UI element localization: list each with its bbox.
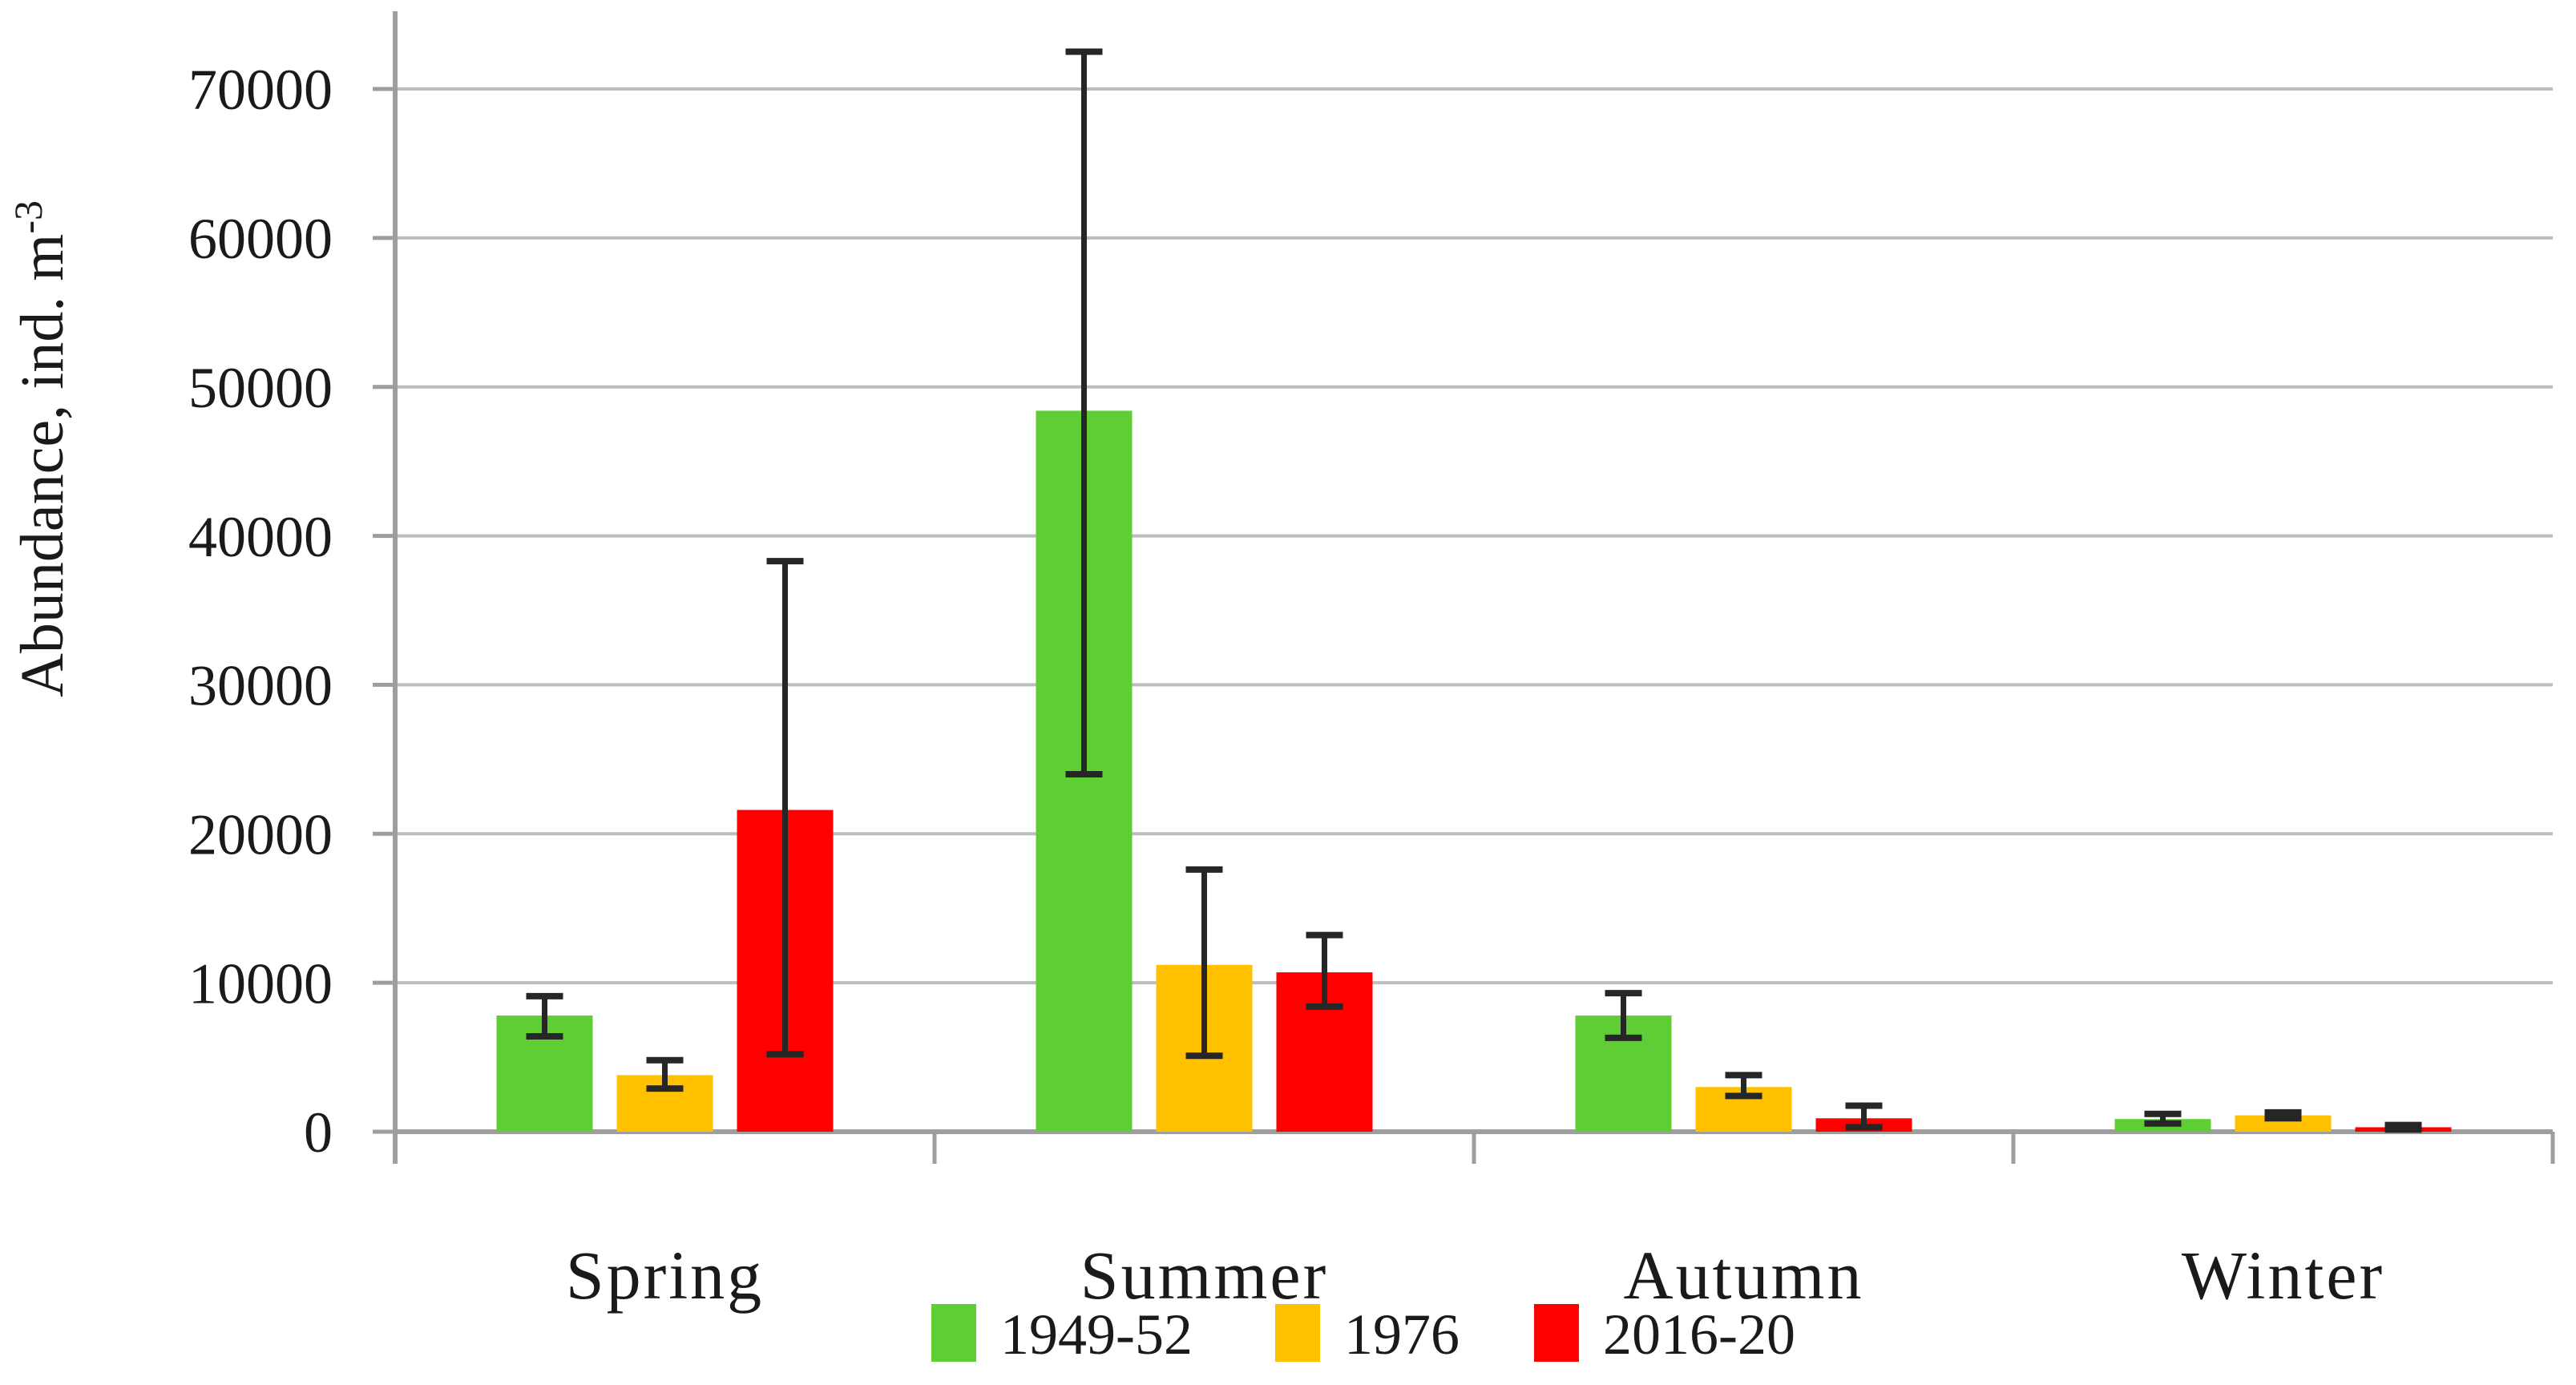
- category-label-winter: Winter: [2182, 1237, 2384, 1314]
- legend-swatch-2016-20: [1534, 1304, 1579, 1362]
- y-tick-label: 60000: [188, 207, 333, 271]
- y-tick-label: 20000: [188, 802, 333, 866]
- y-tick-label: 40000: [188, 505, 333, 569]
- y-tick-label: 70000: [188, 58, 333, 122]
- legend-label-1976: 1976: [1344, 1302, 1460, 1367]
- y-tick-label: 0: [304, 1100, 333, 1165]
- y-tick-label: 30000: [188, 654, 333, 718]
- category-label-summer: Summer: [1080, 1237, 1328, 1314]
- y-tick-label: 10000: [188, 951, 333, 1016]
- bar-winter-1976: [2235, 1115, 2332, 1132]
- legend-label-1949-52: 1949-52: [1000, 1302, 1193, 1367]
- legend-label-2016-20: 2016-20: [1603, 1302, 1795, 1367]
- legend-swatch-1949-52: [931, 1304, 976, 1362]
- y-axis-title: Abundance, ind. m-3: [6, 200, 76, 697]
- category-label-spring: Spring: [566, 1237, 764, 1314]
- y-tick-label: 50000: [188, 356, 333, 420]
- legend-swatch-1976: [1275, 1304, 1320, 1362]
- category-label-autumn: Autumn: [1624, 1237, 1864, 1314]
